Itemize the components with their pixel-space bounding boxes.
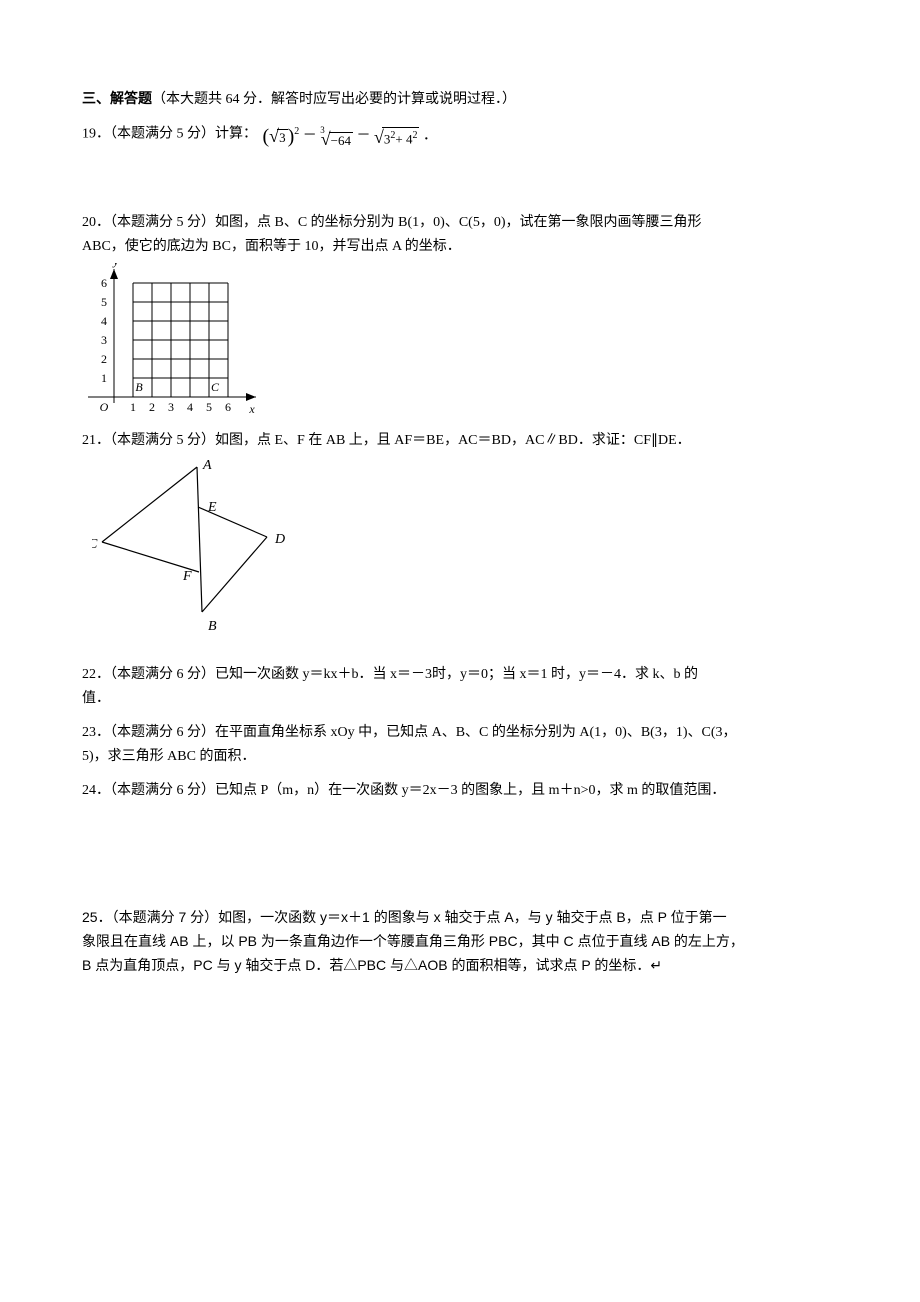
q21-line: 21．（本题满分 5 分）如图，点 E、F 在 AB 上，且 AF＝BE，AC＝… [82,429,838,453]
q22-line1: 22．（本题满分 6 分）已知一次函数 y＝kx＋b．当 x＝－3时，y＝0；当… [82,663,838,687]
exp-2: 2 [294,126,299,137]
cbrt-neg64: 3√−64 [320,124,353,148]
svg-text:1: 1 [130,400,136,414]
minus-2: － [356,129,370,144]
cbrt-body: −64 [329,132,353,148]
sqrt-sum-body: 32+ 42 [382,127,420,146]
section-header: 三、解答题（本大题共 64 分．解答时应写出必要的计算或说明过程．） [82,88,838,112]
q25-line3: B 点为直角顶点，PC 与 y 轴交于点 D．若△PBC 与△AOB 的面积相等… [82,953,838,977]
section-note: （本大题共 64 分．解答时应写出必要的计算或说明过程．） [152,92,516,107]
spacer [82,189,838,211]
spacer [82,149,838,189]
svg-text:O: O [100,400,109,414]
q20-line1: 20．（本题满分 5 分）如图，点 B、C 的坐标分别为 B(1，0)、C(5，… [82,211,838,235]
sq2: 2 [412,130,417,141]
minus-1: － [303,129,317,144]
svg-text:F: F [182,569,192,584]
spacer [82,883,838,905]
q25-line2: 象限且在直线 AB 上，以 PB 为一条直角边作一个等腰直角三角形 PBC，其中… [82,929,838,953]
sqrt-3sq4sq: √32+ 42 [374,127,419,146]
q25-line1: 25．（本题满分 7 分）如图，一次函数 y＝x＋1 的图象与 x 轴交于点 A… [82,905,838,929]
svg-text:B: B [208,619,217,634]
q22-line2: 值． [82,687,838,711]
svg-text:C: C [92,537,98,552]
spacer [82,641,838,663]
spacer [82,769,838,779]
svg-text:1: 1 [101,371,107,385]
paren-left: ( [263,126,270,148]
svg-text:3: 3 [101,333,107,347]
q23-line2: 5)，求三角形 ABC 的面积． [82,745,838,769]
svg-text:D: D [274,532,285,547]
svg-text:2: 2 [101,352,107,366]
q24-line: 24．（本题满分 6 分）已知点 P（m，n）在一次函数 y＝2x－3 的图象上… [82,779,838,803]
svg-text:B: B [135,380,143,394]
svg-text:5: 5 [101,295,107,309]
q19-formula: (√3)2 － 3√−64 － √32+ 42 ． [263,120,437,149]
q23-line1: 23．（本题满分 6 分）在平面直角坐标系 xOy 中，已知点 A、B、C 的坐… [82,721,838,745]
section-label: 三、 [82,92,110,107]
exam-page: 三、解答题（本大题共 64 分．解答时应写出必要的计算或说明过程．） 19．（本… [0,0,920,1017]
q20-grid-figure: 123456123456OxyBC [82,263,272,423]
svg-text:5: 5 [206,400,212,414]
svg-text:4: 4 [101,314,107,328]
q19-prefix: 19．（本题满分 5 分）计算： [82,127,257,142]
period: ． [423,129,437,144]
section-title: 解答题 [110,92,152,107]
spacer [82,843,838,883]
sqrt3-body: 3 [277,129,288,145]
q19-line: 19．（本题满分 5 分）计算： (√3)2 － 3√−64 － √32+ 42… [82,120,838,149]
svg-text:2: 2 [149,400,155,414]
svg-text:6: 6 [225,400,231,414]
svg-text:x: x [248,402,255,416]
root-index-3: 3 [320,118,325,142]
spacer [82,711,838,721]
svg-text:6: 6 [101,276,107,290]
sqrt3: √3 [269,127,287,145]
q20-line2: ABC，使它的底边为 BC，面积等于 10，并写出点 A 的坐标． [82,235,838,259]
svg-text:y: y [112,263,119,268]
svg-text:E: E [207,500,217,515]
spacer [82,803,838,843]
svg-text:C: C [211,380,220,394]
q21-figure: A B C D E F [92,457,302,637]
svg-text:4: 4 [187,400,193,414]
svg-text:A: A [202,458,212,473]
plus4: + 4 [395,131,412,146]
svg-text:3: 3 [168,400,174,414]
